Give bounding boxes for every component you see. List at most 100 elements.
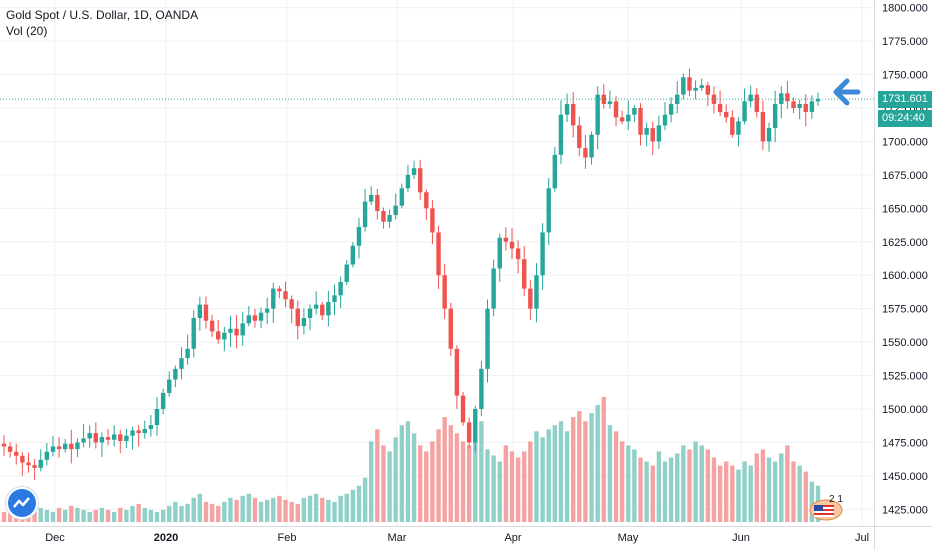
y-tick-label: 1425.000	[882, 504, 928, 516]
candle-body	[203, 304, 209, 321]
volume-bar	[209, 503, 215, 522]
candle-body	[619, 117, 625, 122]
candle-body	[632, 108, 637, 115]
volume-bar	[62, 509, 68, 522]
arrow-left-icon	[833, 78, 861, 106]
x-tick-label: Dec	[45, 532, 65, 544]
volume-bar	[424, 451, 429, 522]
volume-bar	[167, 505, 172, 522]
y-tick-label: 1525.000	[882, 371, 928, 383]
candle-body	[99, 437, 105, 443]
volume-bar	[785, 445, 790, 522]
candle-body	[546, 188, 551, 233]
candle-body	[528, 288, 533, 309]
volume-bar	[393, 437, 398, 522]
candle-body	[350, 245, 356, 265]
volume-bar	[607, 425, 613, 522]
volume-bar	[491, 455, 496, 522]
candle-body	[301, 318, 307, 327]
x-tick-label: Mar	[388, 532, 407, 544]
y-tick-label: 1700.000	[882, 136, 928, 148]
volume-bar	[577, 411, 582, 522]
y-tick-label: 1600.000	[882, 270, 928, 282]
candle-body	[473, 408, 478, 443]
candle-body	[552, 154, 558, 189]
volume-bar	[307, 495, 313, 522]
volume-bar	[75, 507, 80, 522]
candle-body	[748, 94, 753, 102]
volume-bar	[522, 451, 527, 522]
candle-body	[246, 315, 252, 324]
volume-bar	[344, 493, 349, 522]
volume-bar	[369, 441, 374, 522]
candle-body	[50, 446, 56, 452]
volume-bar	[589, 413, 594, 522]
time-axis[interactable]: Dec 2020 Feb Mar Apr May Jun Jul	[0, 526, 932, 545]
volume-bar	[356, 485, 362, 522]
candle-body	[313, 304, 319, 309]
volume-bar	[203, 501, 209, 522]
volume-bar	[497, 461, 502, 522]
candle-body	[173, 368, 178, 380]
candle-body	[62, 443, 68, 450]
volume-bar	[295, 503, 300, 522]
price-axis[interactable]: 1800.0001775.0001750.0001725.0001700.000…	[874, 0, 928, 550]
candle-body	[662, 114, 668, 126]
volume-bar	[105, 509, 111, 522]
volume-bar	[681, 445, 686, 522]
candle-body	[607, 101, 613, 104]
volume-bar	[136, 503, 141, 522]
candle-body	[160, 392, 166, 409]
volume-bar	[687, 449, 692, 522]
volume-bar	[301, 497, 307, 522]
candle-body	[766, 128, 772, 142]
candle-body	[589, 134, 594, 158]
us-flag-icon[interactable]	[808, 496, 844, 522]
volume-bar	[271, 497, 276, 522]
candle-body	[711, 94, 717, 104]
candle-body	[75, 442, 80, 450]
candle-body	[675, 94, 680, 104]
volume-bar	[699, 445, 704, 522]
candle-body	[252, 315, 258, 321]
candle-body	[81, 438, 86, 443]
tradingview-logo-icon[interactable]	[6, 487, 38, 519]
volume-bar	[332, 501, 337, 522]
candle-body	[791, 101, 796, 109]
candle-body	[595, 94, 600, 135]
volume-bar	[191, 497, 196, 522]
y-tick-label: 1450.000	[882, 471, 928, 483]
candle-body	[154, 408, 160, 426]
y-tick-label: 1775.000	[882, 36, 928, 48]
candle-body	[277, 288, 282, 292]
volume-bar	[528, 441, 533, 522]
symbol-legend[interactable]: Gold Spot / U.S. Dollar, 1D, OANDA	[6, 8, 199, 22]
volume-bar	[38, 507, 43, 522]
candle-body	[271, 288, 276, 309]
y-tick-label: 1550.000	[882, 337, 928, 349]
volume-bar	[460, 441, 466, 522]
volume-bar	[111, 511, 117, 522]
candle-body	[118, 434, 123, 442]
volume-legend[interactable]: Vol (20)	[6, 24, 48, 38]
volume-bar	[705, 449, 711, 522]
volume-bar	[405, 421, 411, 522]
candle-body	[179, 358, 184, 369]
candle-body	[626, 114, 631, 122]
volume-bar	[619, 441, 625, 522]
candle-body	[264, 308, 270, 313]
candle-body	[87, 433, 92, 439]
candle-body	[797, 103, 802, 109]
volume-bar	[558, 421, 564, 522]
candle-body	[448, 308, 453, 349]
candle-body	[570, 103, 576, 126]
volume-bar	[717, 465, 723, 522]
volume-bar	[730, 465, 735, 522]
candle-body	[369, 194, 374, 202]
candle-body	[14, 451, 19, 456]
candle-body	[699, 85, 704, 88]
candle-body	[258, 312, 264, 321]
volume-bar	[411, 433, 417, 522]
volume-bar	[81, 509, 86, 522]
